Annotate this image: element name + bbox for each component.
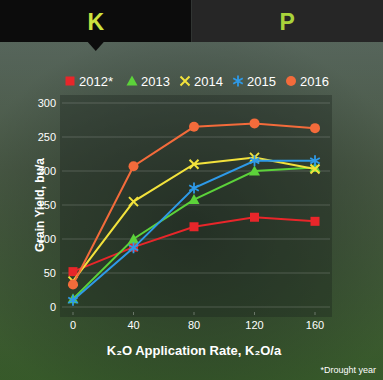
y-tick-label: 0 bbox=[50, 301, 56, 313]
tab bbox=[0, 0, 192, 42]
y-tick-label: 300 bbox=[38, 97, 56, 109]
grid-line bbox=[62, 171, 330, 172]
data-point bbox=[310, 123, 320, 133]
data-point bbox=[129, 161, 139, 171]
data-point bbox=[190, 222, 199, 231]
plot bbox=[68, 118, 321, 305]
grid-line bbox=[62, 239, 330, 240]
legend-marker bbox=[127, 76, 138, 86]
legend-item: 2014 bbox=[181, 74, 223, 89]
background-shade bbox=[0, 42, 383, 380]
x-tick-label: 0 bbox=[70, 319, 76, 331]
x-tick-label: 40 bbox=[127, 319, 139, 331]
data-point bbox=[128, 234, 139, 244]
legend-marker bbox=[66, 77, 75, 86]
legend-item: 2016 bbox=[286, 74, 329, 89]
data-point bbox=[250, 213, 259, 222]
data-point bbox=[250, 155, 260, 166]
data-point bbox=[311, 217, 320, 226]
grid-line bbox=[62, 137, 330, 138]
series-line bbox=[73, 161, 315, 300]
series-line bbox=[73, 157, 315, 281]
chart: KP05010015020025030004080120160Grain Yie… bbox=[0, 0, 383, 380]
tab bbox=[192, 0, 383, 42]
legend-marker bbox=[181, 77, 190, 86]
data-point bbox=[250, 118, 260, 128]
legend-item: 2012* bbox=[66, 74, 113, 89]
tab-pointer bbox=[88, 42, 104, 51]
page: {"tabs": ["K", "P"], "chart_data": { "ty… bbox=[0, 0, 383, 380]
tab-label: K bbox=[87, 9, 104, 35]
data-point bbox=[189, 183, 199, 194]
x-tick bbox=[133, 312, 134, 315]
grid-line bbox=[62, 307, 330, 308]
data-point bbox=[310, 155, 320, 166]
data-point bbox=[68, 295, 78, 306]
data-point bbox=[189, 122, 199, 132]
legend-item: 2013 bbox=[127, 74, 170, 89]
tab-label: P bbox=[280, 9, 295, 35]
data-point bbox=[129, 242, 139, 253]
legend-marker bbox=[286, 76, 296, 86]
grid-line bbox=[62, 273, 330, 274]
legend-label: 2015 bbox=[247, 74, 276, 89]
grid-line bbox=[62, 103, 330, 104]
y-tick-label: 250 bbox=[38, 131, 56, 143]
legend-marker bbox=[233, 76, 243, 87]
x-tick bbox=[315, 312, 316, 315]
series-line bbox=[73, 123, 315, 284]
x-tick-label: 160 bbox=[306, 319, 324, 331]
data-point bbox=[190, 160, 199, 169]
footnote: *Drought year bbox=[320, 365, 376, 375]
plot-area bbox=[60, 95, 332, 317]
data-point bbox=[129, 197, 138, 206]
x-tick bbox=[194, 312, 195, 315]
x-tick bbox=[73, 312, 74, 315]
data-point bbox=[69, 267, 78, 276]
data-point bbox=[249, 166, 260, 176]
legend-label: 2013 bbox=[141, 74, 170, 89]
legend-label: 2012* bbox=[79, 74, 113, 89]
background bbox=[0, 0, 383, 380]
x-tick bbox=[254, 312, 255, 315]
y-tick-label: 50 bbox=[44, 267, 56, 279]
data-point bbox=[68, 280, 78, 290]
x-tick-label: 120 bbox=[245, 319, 263, 331]
legend-label: 2014 bbox=[194, 74, 223, 89]
grid-line bbox=[62, 205, 330, 206]
x-axis-label: K₂O Application Rate, K₂O/a bbox=[107, 343, 282, 358]
legend-label: 2016 bbox=[300, 74, 329, 89]
legend-item: 2015 bbox=[233, 74, 276, 89]
data-point bbox=[189, 194, 200, 204]
y-axis-label: Grain Yield, bu/a bbox=[33, 158, 47, 252]
x-tick-label: 80 bbox=[188, 319, 200, 331]
